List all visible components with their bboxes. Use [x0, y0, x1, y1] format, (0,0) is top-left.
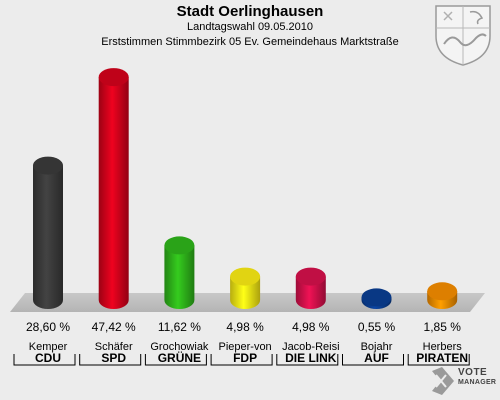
candidate-label: Bojahr: [361, 341, 393, 353]
label-bracket: [407, 354, 470, 366]
bar-2: [98, 68, 129, 309]
chart-subtitle-2: Erststimmen Stimmbezirk 05 Ev. Gemeindeh…: [101, 36, 399, 48]
candidate-label: Kemper: [29, 341, 68, 353]
bar-5: [295, 267, 326, 309]
candidate-label: Pieper-von: [218, 341, 271, 353]
vote-manager-logo: [432, 367, 454, 395]
label-bracket: [79, 354, 142, 366]
party-label: DIE LINK: [285, 351, 337, 365]
label-bracket: [210, 354, 273, 366]
party-label: FDP: [233, 351, 257, 365]
bar-7: [427, 282, 458, 309]
bar-6: [361, 288, 392, 309]
label-bracket: [276, 354, 339, 366]
label-bracket: [13, 354, 76, 366]
party-label: PIRATEN: [416, 351, 468, 365]
value-label: 0,55 %: [358, 320, 396, 334]
label-bracket: [342, 354, 404, 366]
value-label: 4,98 %: [292, 320, 330, 334]
value-label: 11,62 %: [158, 320, 201, 334]
bar-4: [230, 267, 261, 309]
party-label: GRÜNE: [158, 350, 201, 365]
bar-1: [33, 156, 63, 309]
candidate-label: Grochowiak: [150, 341, 209, 353]
vote-manager-wordmark: VOTE MANAGER: [458, 367, 497, 387]
value-label: 47,42 %: [92, 320, 136, 334]
value-label: 1,85 %: [424, 320, 462, 334]
coat-of-arms-icon: [435, 5, 491, 66]
candidate-label: Jacob-Reisi: [282, 341, 339, 353]
party-label: AUF: [364, 351, 389, 365]
chart-title: Stadt Oerlinghausen: [176, 3, 324, 20]
candidate-label: Herbers: [423, 341, 463, 353]
chart-subtitle: Landtagswahl 09.05.2010: [187, 21, 313, 33]
value-label: 4,98 %: [226, 320, 264, 334]
party-label: CDU: [35, 351, 61, 365]
bar-3: [164, 236, 195, 309]
value-label: 28,60 %: [26, 320, 70, 334]
candidate-label: Schäfer: [95, 341, 133, 353]
party-label: SPD: [101, 351, 126, 365]
label-bracket: [144, 354, 207, 366]
